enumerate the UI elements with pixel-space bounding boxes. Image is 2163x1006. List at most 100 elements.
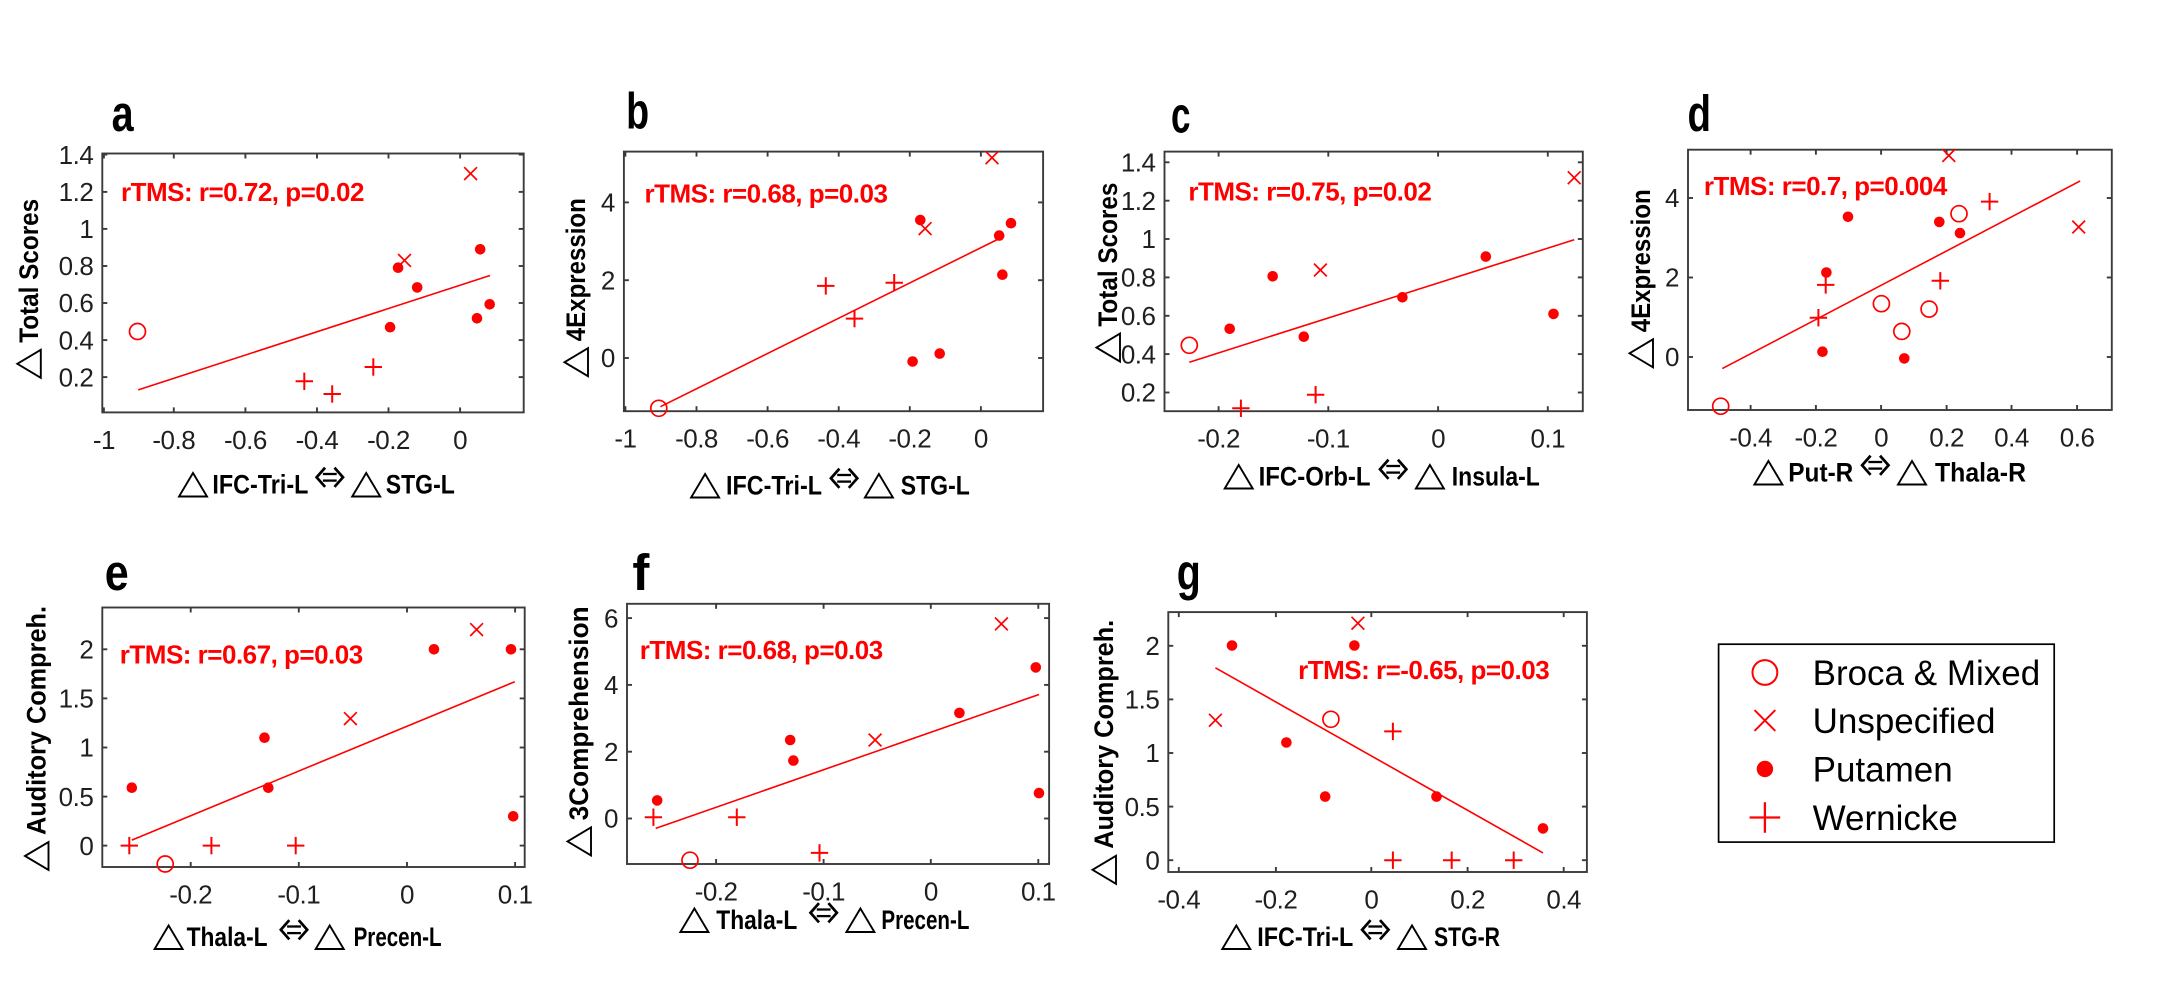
svg-text:Precen-L: Precen-L <box>354 922 442 952</box>
svg-text:1: 1 <box>79 214 93 244</box>
svg-text:2: 2 <box>1665 263 1679 293</box>
svg-text:1.4: 1.4 <box>1121 148 1156 178</box>
svg-text:Broca & Mixed: Broca & Mixed <box>1813 654 2041 693</box>
svg-text:3Comprehension: 3Comprehension <box>564 606 594 820</box>
svg-text:rTMS: r=0.75, p=0.02: rTMS: r=0.75, p=0.02 <box>1188 177 1431 207</box>
svg-text:IFC-Tri-L: IFC-Tri-L <box>726 471 822 501</box>
svg-text:-0.4: -0.4 <box>296 425 339 455</box>
svg-text:-0.4: -0.4 <box>1729 423 1772 453</box>
svg-text:-0.2: -0.2 <box>1794 423 1837 453</box>
svg-text:rTMS: r=0.67, p=0.03: rTMS: r=0.67, p=0.03 <box>120 640 363 670</box>
svg-text:Thala-L: Thala-L <box>187 922 268 952</box>
svg-text:0.4: 0.4 <box>1994 423 2029 453</box>
svg-text:0.2: 0.2 <box>1929 423 1964 453</box>
svg-text:2: 2 <box>601 265 615 295</box>
svg-text:-0.2: -0.2 <box>169 880 212 910</box>
svg-text:1: 1 <box>79 733 93 763</box>
svg-text:1: 1 <box>1142 224 1156 254</box>
svg-text:0.6: 0.6 <box>59 288 94 318</box>
svg-text:-0.1: -0.1 <box>802 877 845 907</box>
svg-text:-0.1: -0.1 <box>277 880 320 910</box>
svg-text:0: 0 <box>1431 424 1445 454</box>
svg-text:rTMS: r=0.68, p=0.03: rTMS: r=0.68, p=0.03 <box>640 635 883 665</box>
svg-text:0.8: 0.8 <box>1121 263 1156 293</box>
svg-text:0.1: 0.1 <box>498 880 533 910</box>
svg-text:0: 0 <box>601 343 615 373</box>
svg-text:2: 2 <box>1145 631 1159 661</box>
svg-text:Thala-L: Thala-L <box>716 905 797 935</box>
svg-text:Put-R: Put-R <box>1788 458 1853 488</box>
svg-text:Precen-L: Precen-L <box>881 905 969 935</box>
svg-text:e: e <box>105 544 129 601</box>
svg-text:1.5: 1.5 <box>1125 685 1160 715</box>
svg-text:4: 4 <box>604 670 618 700</box>
svg-text:0.6: 0.6 <box>1121 301 1156 331</box>
svg-text:4Expression: 4Expression <box>561 198 591 341</box>
svg-text:Auditory Compreh.: Auditory Compreh. <box>1089 620 1119 849</box>
svg-text:rTMS: r=0.7, p=0.004: rTMS: r=0.7, p=0.004 <box>1704 171 1948 201</box>
svg-text:d: d <box>1688 85 1712 142</box>
svg-text:2: 2 <box>604 737 618 767</box>
svg-text:0: 0 <box>79 831 93 861</box>
svg-text:4: 4 <box>601 188 615 218</box>
svg-text:f: f <box>632 544 650 601</box>
svg-text:-0.8: -0.8 <box>152 425 195 455</box>
svg-text:a: a <box>112 85 134 142</box>
svg-text:-0.2: -0.2 <box>1254 885 1297 915</box>
svg-text:g: g <box>1177 544 1201 601</box>
svg-text:STG-L: STG-L <box>386 470 455 500</box>
svg-text:Wernicke: Wernicke <box>1813 799 1958 838</box>
svg-text:0.4: 0.4 <box>1546 885 1581 915</box>
svg-text:Total Scores: Total Scores <box>1093 183 1123 327</box>
svg-text:rTMS: r=-0.65, p=0.03: rTMS: r=-0.65, p=0.03 <box>1298 655 1549 685</box>
svg-text:Unspecified: Unspecified <box>1813 702 1996 741</box>
svg-text:-0.1: -0.1 <box>1307 424 1350 454</box>
svg-text:0: 0 <box>1145 845 1159 875</box>
svg-text:STG-L: STG-L <box>901 471 970 501</box>
svg-text:-0.8: -0.8 <box>675 424 718 454</box>
svg-text:0.1: 0.1 <box>1530 424 1565 454</box>
svg-text:-0.6: -0.6 <box>746 424 789 454</box>
svg-text:0: 0 <box>1364 885 1378 915</box>
svg-text:Auditory Compreh.: Auditory Compreh. <box>22 606 52 835</box>
svg-text:0.5: 0.5 <box>1125 792 1160 822</box>
svg-text:0: 0 <box>400 880 414 910</box>
svg-text:1.5: 1.5 <box>59 684 94 714</box>
svg-text:-1: -1 <box>614 424 636 454</box>
svg-text:-1: -1 <box>93 425 115 455</box>
svg-text:Total Scores: Total Scores <box>14 199 44 343</box>
svg-text:rTMS: r=0.72, p=0.02: rTMS: r=0.72, p=0.02 <box>121 177 364 207</box>
svg-text:0.4: 0.4 <box>1121 339 1156 369</box>
svg-text:c: c <box>1171 87 1191 144</box>
svg-text:2: 2 <box>79 635 93 665</box>
svg-text:4Expression: 4Expression <box>1626 189 1656 332</box>
svg-text:0.2: 0.2 <box>1121 378 1156 408</box>
svg-text:1.2: 1.2 <box>1121 186 1156 216</box>
svg-text:Thala-R: Thala-R <box>1935 458 2026 488</box>
svg-text:0.2: 0.2 <box>1450 885 1485 915</box>
svg-text:0.4: 0.4 <box>59 325 94 355</box>
svg-text:-0.4: -0.4 <box>1157 885 1200 915</box>
svg-text:Putamen: Putamen <box>1813 751 1953 790</box>
svg-text:0: 0 <box>453 425 467 455</box>
svg-text:Insula-L: Insula-L <box>1452 462 1540 492</box>
svg-text:0: 0 <box>604 804 618 834</box>
svg-text:-0.2: -0.2 <box>1197 424 1240 454</box>
svg-text:-0.2: -0.2 <box>367 425 410 455</box>
svg-text:IFC-Orb-L: IFC-Orb-L <box>1259 462 1371 492</box>
svg-text:-0.2: -0.2 <box>888 424 931 454</box>
svg-text:0.6: 0.6 <box>2060 423 2095 453</box>
svg-text:0.5: 0.5 <box>59 782 94 812</box>
svg-text:STG-R: STG-R <box>1434 922 1500 952</box>
svg-text:IFC-Tri-L: IFC-Tri-L <box>212 470 308 500</box>
svg-text:-0.2: -0.2 <box>695 877 738 907</box>
svg-text:0.1: 0.1 <box>1021 877 1056 907</box>
svg-text:0.2: 0.2 <box>59 362 94 392</box>
svg-text:1.2: 1.2 <box>59 177 94 207</box>
svg-text:6: 6 <box>604 603 618 633</box>
svg-text:-0.6: -0.6 <box>224 425 267 455</box>
svg-text:1.4: 1.4 <box>59 140 94 170</box>
svg-text:0.8: 0.8 <box>59 251 94 281</box>
svg-text:0: 0 <box>974 424 988 454</box>
svg-text:0: 0 <box>1874 423 1888 453</box>
